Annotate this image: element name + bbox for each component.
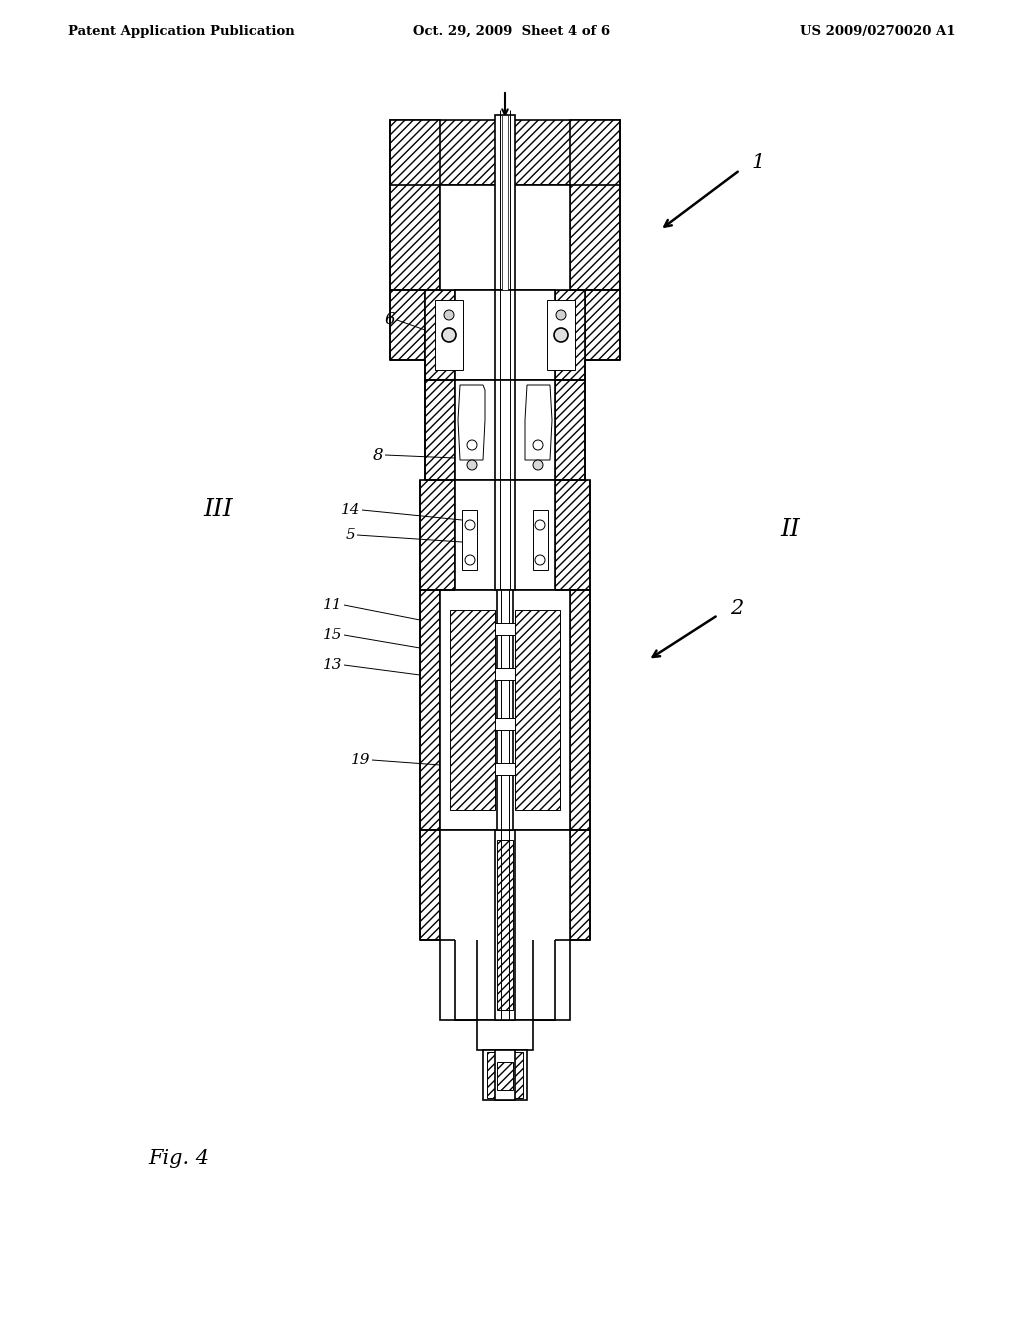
Text: III: III xyxy=(203,499,232,521)
Bar xyxy=(495,1049,515,1100)
Polygon shape xyxy=(390,120,440,290)
Text: 11: 11 xyxy=(323,598,342,612)
Polygon shape xyxy=(455,940,477,1020)
Polygon shape xyxy=(390,290,425,360)
Bar xyxy=(462,510,477,570)
Circle shape xyxy=(554,327,568,342)
Polygon shape xyxy=(390,120,620,185)
Polygon shape xyxy=(555,480,590,590)
Polygon shape xyxy=(547,300,575,370)
Polygon shape xyxy=(477,1020,534,1049)
Bar xyxy=(495,668,515,680)
Polygon shape xyxy=(570,120,620,290)
Bar xyxy=(534,510,548,570)
Bar xyxy=(495,623,515,635)
Bar xyxy=(495,830,515,1020)
Text: 15: 15 xyxy=(323,628,342,642)
Bar xyxy=(440,590,570,830)
Polygon shape xyxy=(420,480,455,590)
Bar xyxy=(495,480,515,590)
Bar xyxy=(495,763,515,775)
Text: US 2009/0270020 A1: US 2009/0270020 A1 xyxy=(800,25,955,38)
Text: Oct. 29, 2009  Sheet 4 of 6: Oct. 29, 2009 Sheet 4 of 6 xyxy=(414,25,610,38)
Bar xyxy=(502,115,508,290)
Circle shape xyxy=(535,520,545,531)
Text: 14: 14 xyxy=(341,503,360,517)
Text: 5: 5 xyxy=(345,528,355,543)
Circle shape xyxy=(556,310,566,319)
Text: 6: 6 xyxy=(384,312,395,329)
Polygon shape xyxy=(570,590,590,830)
Bar xyxy=(483,1049,527,1100)
Text: 2: 2 xyxy=(730,598,743,618)
Bar xyxy=(450,610,495,810)
Bar xyxy=(515,610,560,810)
Circle shape xyxy=(467,459,477,470)
Bar xyxy=(495,380,515,480)
Circle shape xyxy=(534,440,543,450)
Polygon shape xyxy=(525,385,552,459)
Circle shape xyxy=(442,327,456,342)
Bar xyxy=(497,590,513,830)
Polygon shape xyxy=(435,300,463,370)
Polygon shape xyxy=(570,830,590,940)
Circle shape xyxy=(467,440,477,450)
Bar xyxy=(497,1063,513,1090)
Polygon shape xyxy=(555,290,585,380)
Polygon shape xyxy=(458,385,485,459)
Polygon shape xyxy=(425,290,455,380)
Polygon shape xyxy=(420,830,440,940)
Circle shape xyxy=(535,554,545,565)
Bar xyxy=(440,830,570,1020)
Bar xyxy=(497,840,513,1010)
Bar xyxy=(455,290,555,380)
Polygon shape xyxy=(534,940,555,1020)
Circle shape xyxy=(534,459,543,470)
Circle shape xyxy=(465,520,475,531)
Text: 1: 1 xyxy=(752,153,765,172)
Circle shape xyxy=(444,310,454,319)
Polygon shape xyxy=(585,290,620,360)
Bar xyxy=(495,290,515,380)
Bar xyxy=(455,480,555,590)
Circle shape xyxy=(465,554,475,565)
Bar xyxy=(487,1052,523,1098)
Text: Fig. 4: Fig. 4 xyxy=(148,1148,209,1168)
Text: II: II xyxy=(780,519,800,541)
Bar xyxy=(440,185,570,290)
Text: Patent Application Publication: Patent Application Publication xyxy=(68,25,295,38)
Text: 8: 8 xyxy=(373,446,383,463)
Polygon shape xyxy=(420,590,440,830)
Polygon shape xyxy=(555,380,585,480)
Polygon shape xyxy=(425,380,455,480)
Text: 19: 19 xyxy=(350,752,370,767)
Bar xyxy=(455,380,555,480)
Bar xyxy=(495,115,515,290)
Text: 13: 13 xyxy=(323,657,342,672)
Bar xyxy=(495,718,515,730)
